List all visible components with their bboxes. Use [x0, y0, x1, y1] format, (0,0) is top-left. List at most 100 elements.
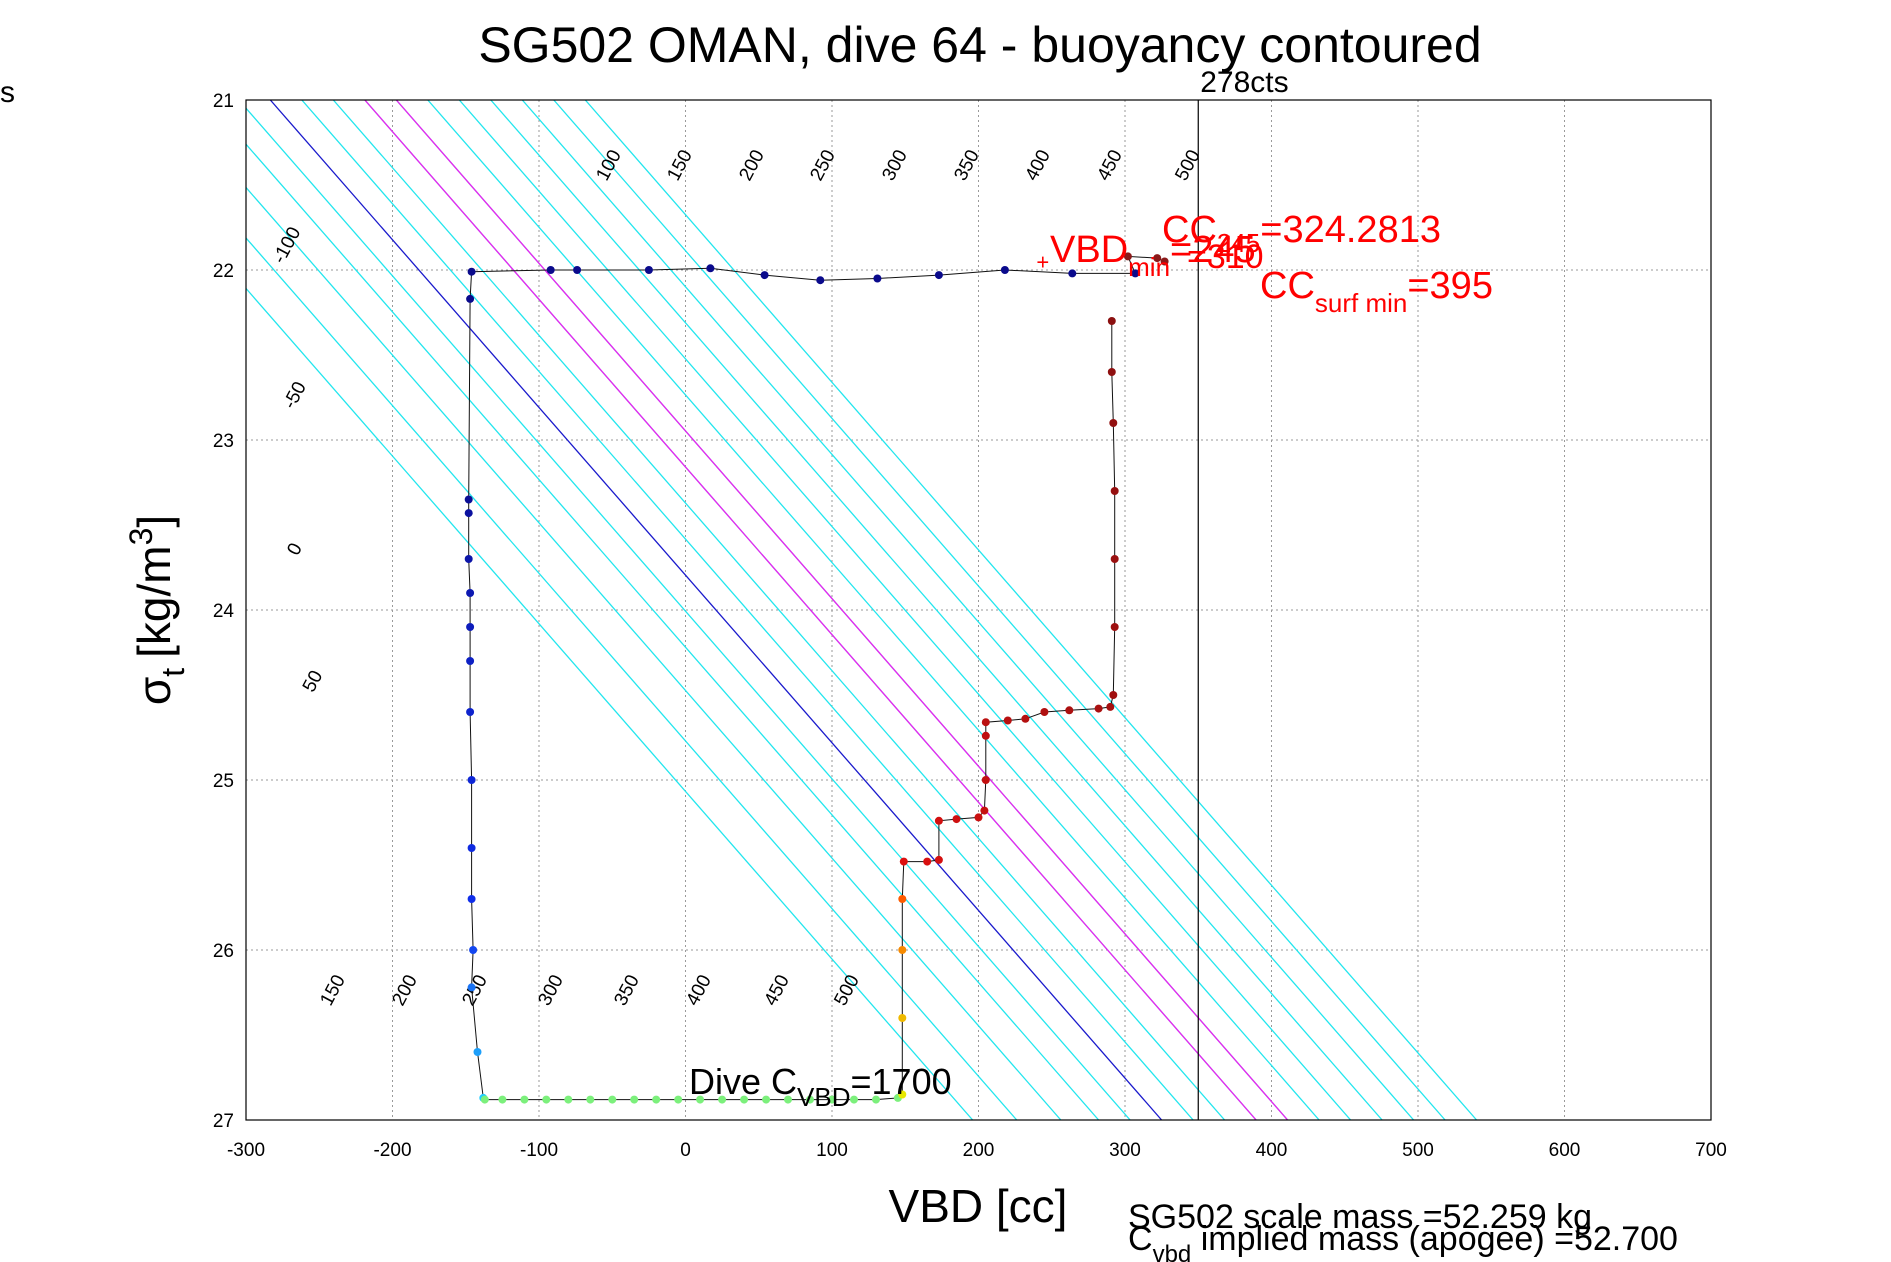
data-point-ascent	[981, 776, 990, 784]
data-point-surface	[934, 271, 943, 280]
buoyancy-contour-cyan	[246, 186, 1062, 1120]
series-lines	[468, 255, 1165, 1101]
buoyancy-contour-cyan	[246, 107, 1131, 1120]
contour-label-top: 200	[735, 146, 768, 184]
buoyancy-contour-cyan	[584, 100, 1478, 1120]
x-tick-label: 0	[680, 1140, 691, 1161]
scale-mass-text: SG502 scale mass =52.259 kg	[1128, 1198, 1592, 1236]
x-tick-label: 500	[1402, 1140, 1434, 1161]
data-point-ascent	[1110, 487, 1119, 495]
data-point-bottom	[718, 1095, 727, 1104]
data-point-surface	[573, 266, 582, 274]
data-point-ascent	[1109, 419, 1118, 427]
data-point-ascent	[899, 857, 908, 866]
data-point-descent	[464, 495, 473, 504]
data-point-ascent	[934, 816, 943, 825]
x-tick-label: 700	[1695, 1140, 1727, 1161]
data-point-descent	[466, 294, 475, 303]
y-axis-label-close: ]	[128, 515, 180, 528]
data-point-surface	[760, 271, 769, 280]
contour-label-top: 150	[663, 146, 696, 184]
data-point-apogee	[1123, 252, 1132, 261]
data-point-ascent	[974, 813, 983, 822]
contour-label-top: 500	[1171, 146, 1204, 184]
x-tick-label: 100	[816, 1140, 848, 1161]
data-point-ascent	[1110, 623, 1119, 631]
y-tick-labels: 21 22 23 24 25 26 27	[213, 91, 235, 1132]
contour-label-bottom: 450	[760, 971, 793, 1009]
data-point-ascent	[1040, 708, 1049, 716]
y-tick-label: 23	[213, 431, 234, 452]
y-axis-label-symbol: σ	[128, 677, 180, 705]
cc-surf-value: =395	[1407, 265, 1493, 307]
dive-c-annotation: Dive CVBD=1700	[689, 1061, 952, 1112]
data-point-apogee	[1153, 254, 1162, 263]
implied-rest: implied mass (apogee) =52.700	[1191, 1220, 1678, 1258]
data-point-bottom	[586, 1095, 595, 1104]
buoyancy-contour-cyan	[553, 100, 1446, 1120]
data-point-ascent	[1065, 706, 1074, 715]
data-point-surface	[816, 276, 825, 285]
contour-label-bottom: 250	[458, 971, 491, 1009]
data-point-ascent	[898, 1014, 907, 1022]
data-point-bottom	[828, 1095, 836, 1104]
data-point-ascent	[1003, 716, 1012, 725]
vbd-reference-line: 278cts	[1197, 66, 1289, 1120]
buoyancy-contour-cyan	[246, 287, 974, 1120]
data-point-descent	[466, 623, 475, 631]
data-point-bottom	[480, 1095, 489, 1104]
y-tick-label: 25	[213, 771, 234, 792]
data-point-bottom	[652, 1095, 661, 1104]
contour-label-bottom: 150	[316, 971, 349, 1009]
x-tick-label: -300	[227, 1140, 265, 1161]
implied-mass-text: Cvbd implied mass (apogee) =52.700	[1128, 1220, 1678, 1262]
data-point-surface	[467, 267, 476, 276]
data-point-bottom	[872, 1095, 880, 1104]
data-point-bottom	[762, 1095, 771, 1104]
y-tick-label: 22	[213, 261, 234, 282]
data-point-surface	[1131, 269, 1140, 278]
data-point-bottom	[542, 1095, 551, 1104]
contour-label-left: -50	[279, 378, 310, 412]
chart-title: SG502 OMAN, dive 64 - buoyancy contoured	[478, 17, 1481, 73]
data-point-descent	[467, 776, 476, 784]
cc-annotation: CC245=324.2813	[1162, 209, 1441, 258]
data-point-apogee	[1160, 257, 1169, 266]
contour-label-left: -100	[269, 224, 305, 267]
data-point-ascent	[898, 1090, 907, 1099]
grid	[245, 99, 1712, 1121]
data-point-descent	[466, 708, 475, 716]
data-point-ascent	[1021, 714, 1030, 723]
buoyancy-contour-cyan	[521, 100, 1415, 1120]
cc-surf-annotation: CCsurf min=395	[1260, 265, 1493, 318]
data-point-surface	[1000, 266, 1009, 274]
vbd-min-main: VBD	[1050, 229, 1128, 271]
contour-label-left: 0	[283, 540, 307, 559]
buoyancy-contour-cyan	[332, 100, 1226, 1120]
data-point-bottom	[696, 1095, 705, 1104]
y-axis-label: σt [kg/m3]	[123, 515, 191, 705]
cc-value: =324.2813	[1260, 209, 1441, 251]
plot-frame	[245, 99, 1712, 1121]
data-point-bottom	[630, 1095, 639, 1104]
implied-sub: vbd	[1153, 1241, 1192, 1262]
data-point-bottom	[520, 1095, 529, 1104]
data-point-bottom	[674, 1095, 683, 1104]
data-point-descent	[467, 844, 476, 852]
vbd-min-sub: min	[1128, 252, 1170, 282]
vbd-min-marker: +	[1036, 250, 1049, 275]
contour-label-bottom: 200	[388, 971, 421, 1009]
data-point-surface	[706, 264, 715, 273]
data-point-ascent	[1109, 691, 1118, 699]
contour-label-bottom: 400	[682, 971, 715, 1009]
cc-surf-main: CC	[1260, 265, 1315, 307]
vbd-min-annotation: VBDmin=245	[1050, 229, 1256, 282]
y-tick-label: 26	[213, 941, 234, 962]
trajectory-line	[468, 255, 1165, 1101]
cc-surf-sub: surf min	[1315, 288, 1407, 318]
vbd-min-overlap-value: =310	[1187, 238, 1264, 276]
data-point-surface	[546, 266, 555, 274]
data-point-ascent	[1094, 704, 1103, 713]
cc-main: CC	[1162, 209, 1217, 251]
